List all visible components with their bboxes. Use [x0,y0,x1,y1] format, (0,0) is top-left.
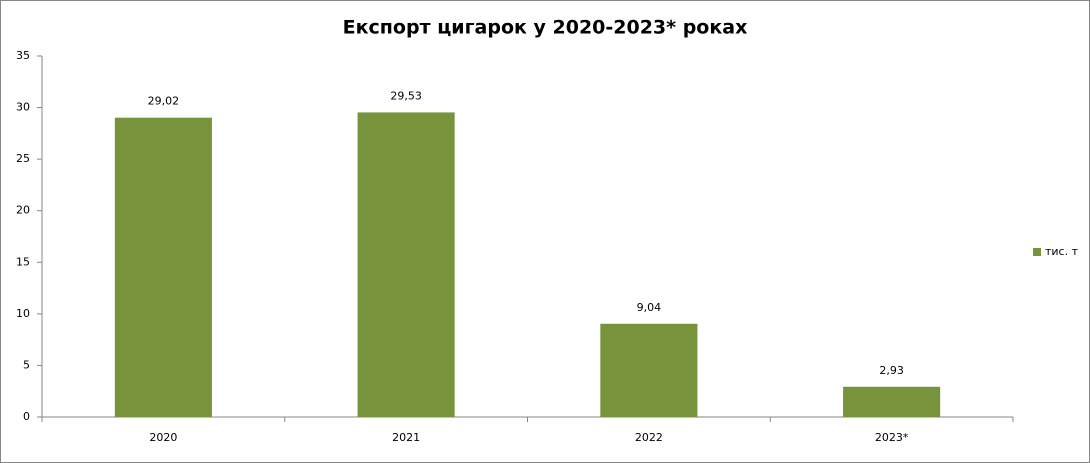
data-label: 29,02 [148,95,180,108]
y-tick-label: 0 [23,410,30,423]
legend-swatch [1033,248,1041,256]
y-tick-label: 10 [16,307,30,320]
x-tick-label: 2023* [875,431,909,444]
bar [843,386,941,417]
y-tick-label: 25 [16,152,30,165]
bar [600,323,698,417]
x-tick-label: 2021 [392,431,420,444]
chart-title: Експорт цигарок у 2020-2023* роках [343,17,748,39]
data-label: 29,53 [390,89,422,102]
y-tick-label: 15 [16,255,30,268]
x-tick-label: 2022 [635,431,663,444]
bar [114,117,212,417]
legend-label: тис. т [1045,245,1079,258]
y-tick-label: 35 [16,49,30,62]
bar [357,112,455,418]
y-tick-label: 20 [16,204,30,217]
data-label: 9,04 [637,301,662,314]
data-label: 2,93 [879,364,904,377]
x-tick-label: 2020 [149,431,177,444]
y-tick-label: 5 [23,358,30,371]
y-tick-label: 30 [16,101,30,114]
